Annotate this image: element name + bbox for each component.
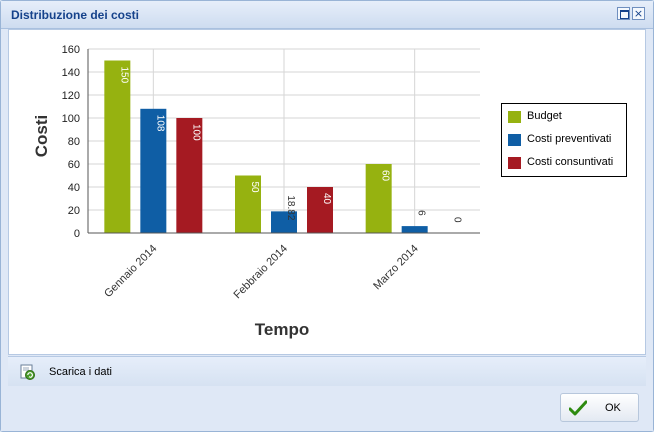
y-tick-label: 100 [62, 113, 80, 125]
download-data-label: Scarica i dati [49, 366, 112, 378]
download-refresh-icon [20, 364, 35, 380]
bar-value-label: 60 [380, 170, 391, 182]
download-data-button[interactable]: Scarica i dati [16, 361, 126, 383]
bar [235, 175, 261, 233]
bar [104, 60, 131, 233]
bar [307, 187, 333, 233]
y-tick-label: 40 [68, 182, 80, 194]
bar-value-label: 50 [249, 182, 260, 194]
bar-chart: 0 20 40 60 80 100 120 140 160 150 50 60 108 18.82 6 100… [32, 44, 480, 339]
bar [401, 226, 428, 233]
y-axis-title: Costi [32, 115, 51, 158]
ok-button[interactable]: OK [560, 393, 639, 422]
legend-label: Costi consuntivati [527, 156, 614, 168]
y-tick-label: 80 [68, 136, 80, 148]
chart-legend: Budget Costi preventivati Costi consuntiva… [501, 103, 627, 177]
maximize-icon[interactable] [617, 7, 630, 20]
y-tick-label: 0 [74, 228, 80, 240]
bar-value-label: 0 [452, 217, 463, 223]
y-tick-label: 160 [62, 44, 80, 56]
x-tick-label: Febbraio 2014 [231, 243, 290, 302]
bar [271, 211, 297, 233]
bar [140, 108, 167, 233]
ok-label: OK [605, 402, 621, 414]
bar-value-label: 150 [118, 67, 129, 84]
legend-swatch [508, 157, 521, 169]
bar [176, 118, 203, 233]
checkmark-icon [569, 400, 587, 416]
bar-value-label: 40 [321, 193, 332, 205]
bar-value-label: 18.82 [285, 195, 296, 220]
y-tick-label: 60 [68, 159, 80, 171]
window-title: Distribuzione dei costi [11, 8, 140, 22]
bar [365, 164, 392, 233]
x-tick-label: Gennaio 2014 [102, 243, 159, 300]
legend-swatch [508, 134, 521, 146]
bar-value-label: 108 [154, 115, 165, 132]
x-axis-title: Tempo [255, 320, 309, 339]
legend-swatch [508, 111, 521, 123]
close-icon[interactable]: × [632, 7, 645, 20]
y-tick-label: 140 [62, 67, 80, 79]
bottom-toolbar: Scarica i dati [8, 356, 646, 386]
chart-panel: 0 20 40 60 80 100 120 140 160 150 50 60 108 18.82 6 100… [8, 29, 646, 355]
x-tick-label: Marzo 2014 [371, 243, 421, 293]
window-titlebar[interactable]: Distribuzione dei costi × [1, 1, 653, 29]
legend-label: Costi preventivati [527, 133, 612, 145]
legend-label: Budget [527, 110, 562, 122]
y-tick-label: 20 [68, 205, 80, 217]
bar-value-label: 6 [416, 210, 427, 216]
y-tick-label: 120 [62, 90, 80, 102]
dialog-footer: OK [1, 387, 653, 431]
bar-value-label: 100 [190, 124, 201, 141]
